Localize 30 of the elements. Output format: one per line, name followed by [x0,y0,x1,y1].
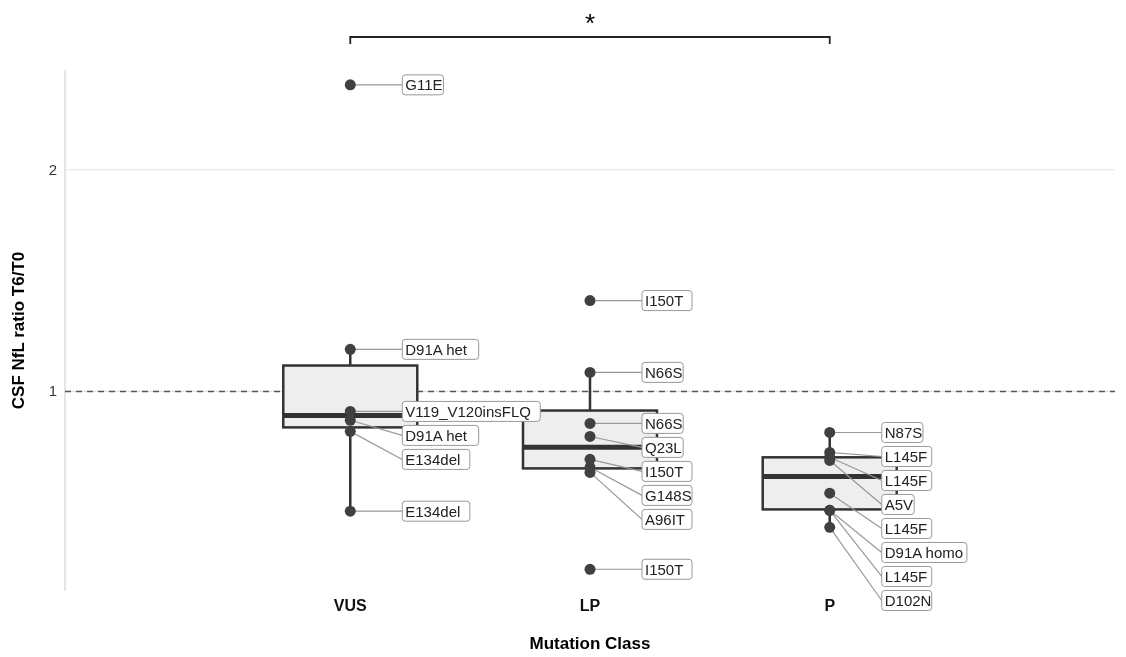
data-label: N87S [884,423,923,441]
data-label: L145F [884,567,928,585]
data-label: V119_V120insFLQ [405,402,531,420]
x-tick-label: LP [579,597,601,614]
data-label: N66S [645,363,683,381]
data-label: Q23L [645,438,682,456]
data-label: I150T [645,292,684,310]
data-label: G148S [645,486,692,504]
data-label: D91A het [405,426,468,444]
data-label: G11E [405,76,443,94]
x-tick-label: P [824,597,836,614]
data-label: I150T [645,560,684,578]
data-label: D91A het [405,340,468,358]
data-label: L145F [884,447,928,465]
data-label: D102N [884,591,932,609]
y-axis-title: CSF NfL ratio T6/T0 [9,251,28,410]
x-axis-title: Mutation Class [529,634,651,653]
x-tick-label: VUS [333,597,368,614]
data-label: E134del [405,450,461,468]
data-label: D91A homo [884,543,964,561]
data-label: I150T [645,462,684,480]
y-tick-label: 1 [48,382,57,400]
data-label: E134del [405,502,461,520]
text: * [584,8,596,38]
data-label: N66S [645,414,683,432]
data-label: L145F [884,471,928,489]
data-label: A5V [884,495,914,513]
data-label: A96IT [645,510,686,528]
y-tick-label: 2 [48,160,57,178]
data-label: L145F [884,519,928,537]
